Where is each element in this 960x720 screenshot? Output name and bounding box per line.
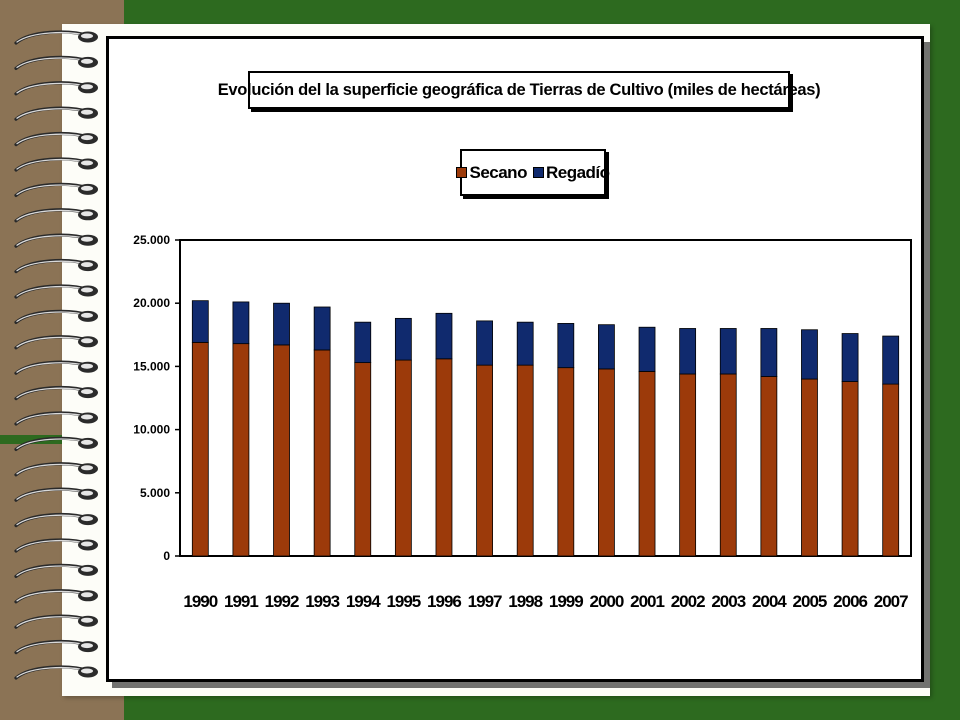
bar-secano-1997 xyxy=(476,364,493,557)
binder-ring-icon xyxy=(14,386,98,401)
bar-secano-2001 xyxy=(638,371,656,557)
x-tick-label: 2005 xyxy=(793,592,827,611)
binder-ring-icon xyxy=(14,436,98,451)
y-tick-label: 15.000 xyxy=(133,359,170,373)
bar-secano-2003 xyxy=(719,373,737,557)
x-tick-label: 2001 xyxy=(630,592,664,611)
legend-label-secano: Secano xyxy=(469,162,527,182)
x-tick-label: 1992 xyxy=(265,592,299,611)
bar-secano-2006 xyxy=(841,381,859,557)
binder-ring-icon xyxy=(14,640,98,655)
binder-ring-icon xyxy=(14,132,98,147)
bar-regadio-2000 xyxy=(598,324,615,370)
bar-secano-1998 xyxy=(516,364,534,557)
bar-secano-2005 xyxy=(801,378,818,557)
x-tick-label: 2006 xyxy=(833,592,867,611)
bar-regadio-2006 xyxy=(841,333,859,382)
binder-ring-icon xyxy=(14,233,98,248)
x-tick-label: 1995 xyxy=(386,592,420,611)
bar-secano-1991 xyxy=(232,343,250,557)
bar-regadio-1995 xyxy=(394,317,412,361)
y-tick-label: 10.000 xyxy=(133,423,170,437)
binder-ring-icon xyxy=(14,309,98,324)
binder-ring-icon xyxy=(14,411,98,426)
bar-secano-2000 xyxy=(598,368,615,557)
legend-entry-regadio: Regadío xyxy=(532,162,610,183)
bar-regadio-2007 xyxy=(882,335,900,385)
binder-ring-icon xyxy=(14,487,98,502)
y-tick-label: 5.000 xyxy=(140,486,170,500)
x-tick-label: 1994 xyxy=(346,592,381,611)
bar-regadio-1999 xyxy=(557,323,575,369)
x-tick-label: 1996 xyxy=(427,592,461,611)
bar-regadio-2005 xyxy=(801,329,818,380)
bar-regadio-1998 xyxy=(516,321,534,366)
chart-title: Evolución del la superficie geográfica d… xyxy=(218,71,821,109)
bar-secano-1992 xyxy=(273,344,290,557)
bar-secano-1990 xyxy=(191,341,209,557)
x-tick-label: 1991 xyxy=(224,592,258,611)
plot-area xyxy=(179,239,912,557)
y-tick-label: 25.000 xyxy=(133,233,170,247)
binder-ring-icon xyxy=(14,55,98,70)
y-tick-label: 20.000 xyxy=(133,296,170,310)
bar-secano-1999 xyxy=(557,367,575,557)
binder-ring-icon xyxy=(14,538,98,553)
binder-ring-icon xyxy=(14,208,98,223)
x-tick-label: 1993 xyxy=(305,592,339,611)
x-tick-label: 1998 xyxy=(508,592,542,611)
binder-ring-icon xyxy=(14,513,98,528)
x-tick-label: 1990 xyxy=(183,592,217,611)
binder-ring-icon xyxy=(14,360,98,375)
legend-swatch-secano xyxy=(456,167,468,178)
legend-entry-secano: Secano xyxy=(456,162,527,183)
y-tick-label: 0 xyxy=(163,549,170,563)
binder-ring-icon xyxy=(14,335,98,350)
legend-swatch-regadio xyxy=(532,167,544,178)
binder-rings xyxy=(14,30,98,680)
bar-secano-1995 xyxy=(394,359,412,557)
bar-regadio-2002 xyxy=(679,328,697,375)
binder-ring-icon xyxy=(14,30,98,45)
x-tick-label: 2003 xyxy=(711,592,745,611)
x-tick-label: 1997 xyxy=(468,592,502,611)
bar-regadio-1993 xyxy=(313,306,331,351)
binder-ring-icon xyxy=(14,665,98,680)
binder-ring-icon xyxy=(14,563,98,578)
bar-regadio-1994 xyxy=(354,321,372,364)
x-tick-label: 2004 xyxy=(752,592,787,611)
bar-secano-1994 xyxy=(354,362,372,557)
bar-regadio-2001 xyxy=(638,326,656,372)
bar-secano-1993 xyxy=(313,349,331,557)
bar-secano-2007 xyxy=(882,383,900,557)
bar-regadio-1996 xyxy=(435,312,453,360)
binder-ring-icon xyxy=(14,614,98,629)
bar-regadio-1990 xyxy=(191,300,209,343)
bar-secano-2004 xyxy=(760,376,778,557)
bar-secano-2002 xyxy=(679,373,697,557)
bar-regadio-2003 xyxy=(719,328,737,375)
binder-ring-icon xyxy=(14,157,98,172)
x-tick-label: 2007 xyxy=(874,592,908,611)
bar-regadio-2004 xyxy=(760,328,778,377)
bar-secano-1996 xyxy=(435,358,453,557)
bar-regadio-1992 xyxy=(273,302,290,346)
binder-ring-icon xyxy=(14,259,98,274)
bar-regadio-1997 xyxy=(476,320,493,366)
binder-ring-icon xyxy=(14,462,98,477)
x-tick-label: 1999 xyxy=(549,592,583,611)
binder-ring-icon xyxy=(14,182,98,197)
binder-ring-icon xyxy=(14,284,98,299)
chart-legend: Secano Regadío xyxy=(456,149,610,196)
x-tick-label: 2002 xyxy=(671,592,705,611)
binder-ring-icon xyxy=(14,589,98,604)
binder-ring-icon xyxy=(14,81,98,96)
legend-label-regadio: Regadío xyxy=(545,162,610,182)
binder-ring-icon xyxy=(14,106,98,121)
bar-regadio-1991 xyxy=(232,301,250,345)
x-tick-label: 2000 xyxy=(590,592,624,611)
